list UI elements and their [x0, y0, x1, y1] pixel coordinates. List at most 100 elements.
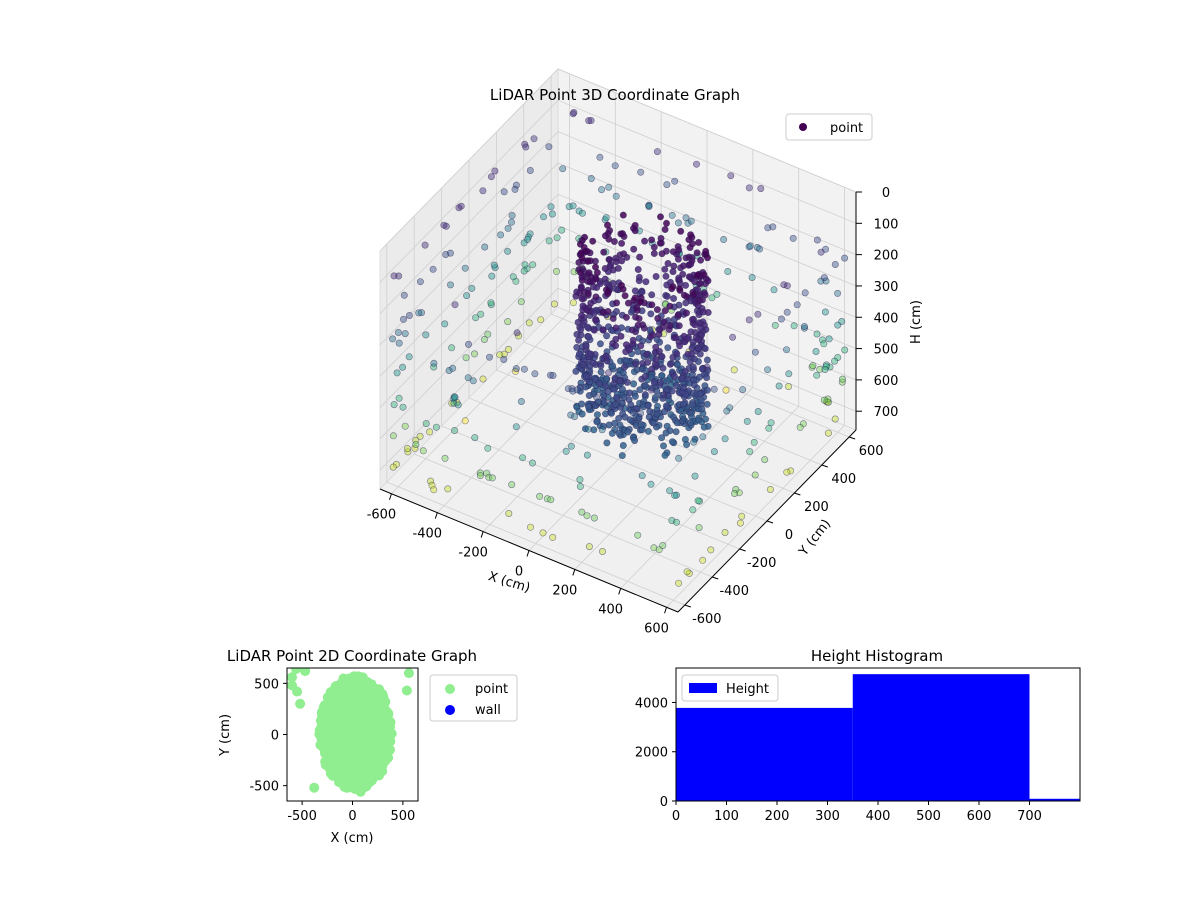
chart-3d-point: [416, 432, 424, 440]
chart-3d-point: [604, 307, 612, 315]
histogram-x-tick-label: 100: [714, 809, 739, 824]
histogram-legend: Height: [681, 674, 779, 702]
chart-3d-point: [570, 109, 578, 117]
chart-3d-point: [659, 364, 667, 372]
chart-3d-point: [484, 444, 492, 452]
chart-3d-point: [756, 245, 764, 253]
chart-3d-point: [597, 362, 605, 370]
chart-2d-point: [292, 686, 303, 697]
chart-3d-point: [708, 294, 716, 302]
chart-3d-point: [650, 379, 658, 387]
chart-3d-points: [389, 109, 849, 587]
chart-3d-point: [586, 350, 594, 358]
chart-3d-point: [679, 417, 687, 425]
chart-3d-point: [584, 257, 592, 265]
chart-3d-point: [631, 294, 639, 302]
chart-3d-point: [612, 192, 620, 200]
chart-3d-point: [713, 290, 721, 298]
histogram-bar: [1029, 798, 1080, 801]
chart-3d-point: [650, 544, 658, 552]
chart-3d-point: [618, 230, 626, 238]
chart-3d-point: [405, 311, 413, 319]
chart-3d-y-tick: [684, 604, 692, 608]
chart-3d-point: [583, 306, 591, 314]
chart-3d-point: [813, 236, 821, 244]
chart-3d-x-tick-label: 200: [552, 583, 577, 598]
chart-3d-point: [720, 236, 728, 244]
chart-3d-point: [636, 253, 644, 261]
chart-3d-point: [647, 480, 655, 488]
chart-3d-xlabel: X (cm): [486, 569, 532, 596]
chart-3d-point: [644, 358, 652, 366]
chart-2d-point: [364, 687, 375, 698]
chart-3d-point: [668, 285, 676, 293]
chart-3d-point: [390, 272, 398, 280]
chart-3d-point: [602, 375, 610, 383]
chart-3d-point: [663, 181, 671, 189]
chart-3d-point: [619, 211, 627, 219]
chart-3d-gridline-z: [379, 225, 559, 408]
chart-3d-point: [464, 374, 472, 382]
chart-3d-point: [417, 309, 425, 317]
chart-2d-point: [380, 728, 391, 739]
chart-3d-point: [596, 340, 604, 348]
histogram-legend-box: [681, 674, 779, 702]
chart-3d-point: [389, 335, 397, 343]
chart-2d-point: [319, 738, 330, 749]
chart-3d-point: [834, 289, 842, 297]
chart-3d-point: [593, 269, 601, 277]
chart-3d-point: [440, 221, 448, 229]
chart-3d-point: [579, 360, 587, 368]
chart-3d-point: [661, 226, 669, 234]
chart-3d-x-tick-label: 0: [515, 565, 523, 580]
chart-3d-point: [562, 447, 570, 455]
chart-2d-point: [375, 707, 386, 718]
chart-3d-point: [783, 308, 791, 316]
chart-3d-point: [583, 512, 591, 520]
chart-3d-point: [620, 250, 628, 258]
chart-3d-point: [596, 153, 604, 161]
chart-3d-point: [569, 387, 577, 395]
chart-3d-point: [581, 425, 589, 433]
chart-3d-y-tick: [712, 576, 719, 580]
chart-3d-point: [695, 239, 703, 247]
chart-3d-point: [618, 239, 626, 247]
chart-3d-point: [537, 316, 545, 324]
chart-2d-legend-point-label: point: [475, 682, 508, 697]
chart-3d-point: [637, 168, 645, 176]
chart-3d-point: [545, 237, 553, 245]
chart-3d-y-tick-label: -400: [719, 584, 749, 599]
chart-3d-point: [427, 477, 435, 485]
chart-3d-point: [745, 243, 753, 251]
chart-3d-point: [511, 185, 519, 193]
chart-3d-point: [592, 293, 600, 301]
chart-3d-point: [662, 219, 670, 227]
chart-3d-point: [634, 265, 642, 273]
chart-3d-point: [477, 310, 485, 318]
chart-3d-y-tick-label: -200: [747, 556, 777, 571]
chart-3d-point: [694, 336, 702, 344]
chart-2d-point: [370, 768, 381, 779]
histogram-y-tick-label: 2000: [635, 746, 668, 761]
chart-3d-point: [464, 340, 472, 348]
chart-3d-point: [589, 237, 597, 245]
chart-3d-point: [539, 213, 547, 221]
histogram-legend-swatch: [689, 683, 717, 693]
chart-3d-point: [573, 386, 581, 394]
chart-3d-x-tick: [388, 493, 392, 500]
chart-3d-x-tick: [664, 607, 668, 614]
chart-3d-point: [536, 492, 544, 500]
chart-2d-point: [336, 719, 347, 730]
chart-3d-point: [670, 294, 678, 302]
chart-3d-point: [637, 409, 645, 417]
chart-2d-xlabel: X (cm): [331, 831, 374, 846]
chart-3d-point: [487, 173, 495, 181]
chart-3d-point: [509, 273, 517, 281]
chart-3d-point: [572, 367, 580, 375]
chart-3d-point: [607, 409, 615, 417]
chart-3d-point: [765, 424, 773, 432]
chart-2d-point: [336, 773, 346, 783]
chart-3d-point: [641, 237, 649, 245]
chart-3d-point: [679, 384, 687, 392]
